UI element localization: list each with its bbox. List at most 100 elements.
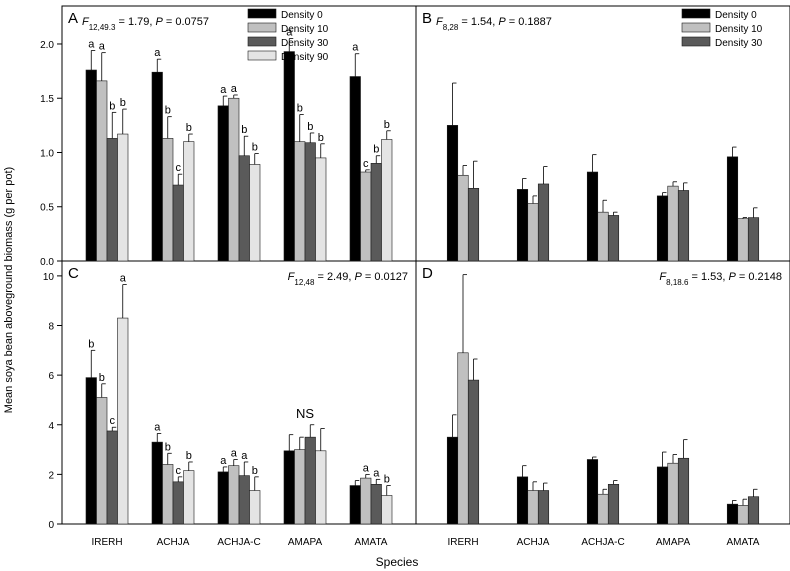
x-tick-label-achja: ACHJA [157,537,190,548]
panel-letter-a: A [68,10,78,27]
y-tick-label-c: 8 [48,322,54,333]
stat-part-rest: = 1.79, [115,16,155,28]
legend-label-a: Density 0 [281,10,323,21]
y-tick-label-c: 4 [48,421,54,432]
bar-b-achja-c-s1 [597,211,609,262]
bar-d-achja-c-s2 [607,484,620,525]
legend-swatch-a [247,50,277,61]
bar-c-amapa-s2 [304,436,316,525]
bar-d-achja-c-s0 [586,459,599,525]
stat-part-P: P [728,271,736,283]
significance-letter-a: b [373,144,379,156]
stat-part-sub: 8,28 [443,23,459,32]
bar-a-amapa-s0 [283,51,295,262]
bar-c-amapa-s1 [294,449,306,525]
panel-letter-b: B [422,10,432,27]
bar-a-amata-s3 [381,139,393,262]
bar-d-amapa-s0 [656,466,669,525]
legend-label-a: Density 30 [281,38,329,49]
panel-d: D IRERH ACHJA ACHJA-C AMAPA AMATA F8,18.6 = 1.… [422,265,782,548]
x-tick-label-amapa: AMAPA [656,537,691,548]
bar-a-amapa-s2 [304,142,316,262]
stat-part-P: P [498,16,506,28]
bar-b-amapa-s2 [677,190,690,262]
bar-c-achja-c-s2 [238,475,250,525]
y-tick-label-c: 6 [48,371,54,382]
bar-c-achja-s2 [172,481,184,525]
legend-a: Density 0 Density 10 Density 30 Density 90 [247,8,329,63]
y-tick-label-a: 1.5 [40,94,54,105]
bar-a-achja-s2 [172,184,184,262]
bar-d-achja-s1 [527,490,539,525]
x-tick-label-amata: AMATA [727,537,760,548]
significance-letter-a: b [109,100,115,112]
stat-part-F: F [659,271,667,283]
bar-a-achja-s1 [162,138,174,262]
stat-part-P: P [156,16,164,28]
stat-part-F: F [288,271,296,283]
stat-part-pval: = 0.1887 [506,16,552,28]
bar-a-achja-s3 [183,141,195,262]
significance-letter-c: b [99,372,105,384]
bar-b-irerh-s2 [467,187,480,262]
significance-letter-c: a [241,450,248,462]
bar-d-achja-s0 [516,476,529,525]
significance-letter-a: b [241,124,247,136]
significance-letter-a: a [352,42,359,54]
legend-label-a: Density 10 [281,24,329,35]
significance-letter-c: b [186,450,192,462]
significance-letter-a: c [176,162,182,174]
bar-c-achja-c-s1 [228,465,240,525]
significance-letter-a: b [318,132,324,144]
bar-b-irerh-s0 [446,125,459,262]
significance-letter-c: b [384,474,390,486]
bar-c-amata-s0 [349,485,361,525]
x-tick-label-amata: AMATA [355,537,388,548]
bar-c-amapa-s0 [283,450,295,525]
stat-part-sub: 8,18.6 [666,278,689,287]
bar-a-achja-c-s3 [249,164,261,262]
bar-b-achja-s0 [516,189,529,262]
y-tick-label-a: 1.0 [40,148,54,159]
bar-c-amata-s2 [370,484,382,525]
bar-a-irerh-s1 [96,80,108,262]
panel-letter-c: C [68,265,79,282]
bar-a-irerh-s0 [85,69,97,262]
significance-letter-a: a [154,47,161,59]
x-tick-label-achja: ACHJA [517,537,550,548]
significance-letter-c: a [220,455,227,467]
stat-part-rest: = 2.49, [314,271,354,283]
bar-b-amapa-s0 [656,195,669,262]
bar-b-achja-c-s2 [607,215,620,262]
significance-letter-c: a [231,447,238,459]
x-axis-label: Species [376,555,419,569]
bar-c-irerh-s1 [96,397,108,525]
legend-label-a: Density 90 [281,52,329,63]
y-tick-label-a: 2.0 [40,40,54,51]
legend-swatch-b [681,8,711,19]
bar-b-achja-s1 [527,203,539,262]
stat-part-F: F [436,16,444,28]
bar-a-amata-s1 [360,171,372,262]
bar-d-irerh-s1 [457,352,469,525]
legend-swatch-b [681,22,711,33]
significance-letter-a: a [88,38,95,50]
significance-letter-a: a [231,83,238,95]
significance-letter-a: b [120,97,126,109]
y-tick-label-c: 2 [48,470,54,481]
stat-label-c: F12,48 = 2.49, P = 0.0127 [288,271,408,287]
bar-c-achja-s0 [151,441,163,525]
bar-b-achja-c-s0 [586,171,599,262]
bar-a-irerh-s3 [117,133,129,262]
bar-b-amata-s2 [747,217,760,262]
bar-a-amapa-s1 [294,141,306,262]
significance-letter-c: a [120,273,127,285]
bar-a-amata-s0 [349,76,361,262]
stat-part-sub: 12,49.3 [89,23,116,32]
bar-a-achja-c-s0 [217,105,229,262]
x-tick-label-irerh: IRERH [91,537,122,548]
bar-d-amapa-s1 [667,462,679,525]
y-tick-label-a: 0.0 [40,257,54,268]
